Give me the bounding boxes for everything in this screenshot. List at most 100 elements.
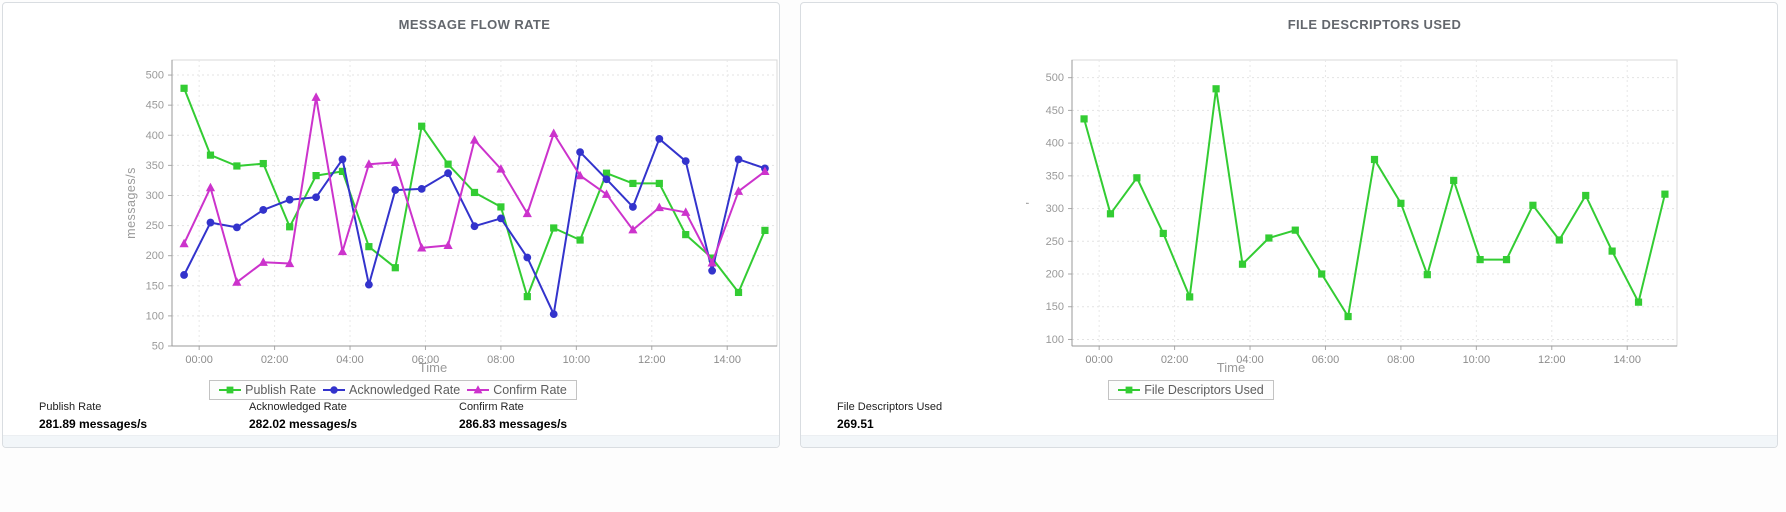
data-point-square (734, 288, 743, 297)
y-tick-label: 100 (146, 310, 164, 322)
x-tick-label: 04:00 (336, 354, 364, 366)
data-point-triangle (628, 224, 638, 234)
data-point-circle (470, 222, 479, 231)
metric-stat: Publish Rate 281.89 messages/s (39, 401, 249, 431)
y-tick-label: 450 (146, 100, 164, 112)
data-point-triangle (522, 208, 532, 218)
series-line (1083, 87, 1666, 318)
legend-item[interactable]: Acknowledged Rate (323, 383, 460, 397)
message-flow-chart-canvas[interactable]: 50 100 150 200 250 300 350 400 450 500 00:00 02:00 0… (100, 43, 790, 370)
legend-item[interactable]: File Descriptors Used (1118, 383, 1264, 397)
data-point-square (1634, 298, 1643, 306)
y-tick-label: 250 (1046, 236, 1064, 248)
y-tick-label: 300 (146, 190, 164, 202)
data-point-triangle (496, 164, 506, 173)
x-tick-label: 10:00 (563, 354, 591, 366)
legend-item[interactable]: Confirm Rate (467, 383, 567, 397)
data-point-square (1291, 226, 1299, 234)
data-point-square (1238, 260, 1247, 268)
data-point-triangle (285, 258, 295, 268)
metric-stat-value: 269.51 (837, 417, 874, 431)
data-point-circle (285, 195, 294, 204)
x-tick-label: 06:00 (412, 354, 440, 366)
data-point-triangle (258, 257, 268, 266)
chart-legend: File Descriptors Used (801, 380, 1581, 401)
data-point-square (1661, 190, 1669, 198)
data-point-square (523, 293, 531, 301)
data-point-square (1423, 271, 1431, 279)
x-tick-label: 08:00 (487, 354, 515, 366)
metric-stat-label: Acknowledged Rate (249, 401, 347, 413)
x-tick-label: 12:00 (1538, 354, 1566, 366)
y-tick-label: 300 (1046, 203, 1064, 215)
data-point-square (1582, 191, 1590, 200)
x-tick-label: 14:00 (713, 354, 741, 366)
data-point-triangle (364, 159, 374, 168)
x-tick-label: 08:00 (1387, 354, 1415, 366)
data-point-circle (681, 157, 690, 166)
message-flow-rate-panel: MESSAGE FLOW RATE 50 100 150 200 250 300 350 40… (2, 2, 780, 448)
data-point-triangle (311, 92, 321, 101)
data-point-square (180, 84, 188, 92)
data-point-circle (602, 175, 611, 184)
legend-box: Publish Rate Acknowledged Rate Confirm Rat… (209, 380, 577, 400)
data-point-square (1397, 199, 1405, 207)
data-point-circle (391, 186, 400, 194)
data-point-square (259, 159, 267, 168)
data-point-square (1212, 85, 1220, 93)
data-point-square (655, 179, 663, 188)
data-point-circle (734, 155, 743, 164)
stats-row: File Descriptors Used 269.51 (801, 401, 1777, 431)
legend-marker-icon (1118, 386, 1141, 394)
legend-label: Publish Rate (245, 383, 317, 397)
legend-item[interactable]: Publish Rate (219, 383, 316, 397)
x-tick-label: 00:00 (185, 354, 213, 366)
data-point-square (1125, 386, 1133, 394)
data-point-triangle (760, 166, 770, 175)
metric-stat-value: 282.02 messages/s (249, 417, 358, 431)
x-tick-label: 14:00 (1613, 354, 1641, 366)
data-point-triangle (337, 246, 348, 256)
data-point-square (1370, 155, 1379, 164)
data-point-square (391, 264, 399, 272)
metric-stat: Acknowledged Rate 282.02 messages/s (249, 401, 459, 431)
file-descriptors-chart-canvas[interactable]: 100 150 200 250 300 350 400 450 500 00:00 02:00 04:… (1000, 43, 1690, 370)
data-point-square (761, 226, 769, 234)
data-point-circle (444, 169, 452, 178)
data-point-square (1476, 256, 1484, 264)
data-point-triangle (205, 182, 216, 192)
data-point-square (286, 223, 294, 231)
data-point-circle (330, 386, 338, 394)
file-descriptors-panel: FILE DESCRIPTORS USED 100 150 200 250 300 350… (800, 2, 1778, 448)
data-point-triangle (473, 385, 483, 394)
plot-border (1071, 59, 1678, 347)
data-point-square (1344, 312, 1352, 321)
y-tick-label: 150 (146, 280, 164, 292)
data-point-triangle (390, 157, 400, 166)
data-point-circle (629, 203, 637, 211)
data-point-triangle (443, 240, 453, 250)
legend-label: Acknowledged Rate (349, 383, 461, 397)
data-point-circle (259, 206, 268, 214)
metric-stat: Confirm Rate 286.83 messages/s (459, 401, 669, 431)
data-point-circle (364, 280, 373, 289)
data-point-circle (232, 223, 241, 232)
data-point-circle (497, 214, 505, 223)
data-point-square (1159, 229, 1167, 238)
data-point-square (1106, 210, 1115, 218)
data-point-triangle (549, 128, 559, 138)
metric-stat: File Descriptors Used 269.51 (837, 401, 1047, 431)
data-point-triangle (733, 186, 744, 195)
data-point-triangle (707, 258, 717, 267)
data-point-square (497, 203, 505, 211)
data-point-square (602, 169, 611, 177)
x-tick-label: 02:00 (261, 354, 289, 366)
panel-footer-strip (3, 435, 779, 447)
data-point-square (1318, 270, 1326, 278)
data-point-triangle (601, 189, 612, 198)
data-point-square (550, 224, 558, 232)
y-tick-label: 200 (146, 250, 164, 262)
data-point-circle (655, 134, 664, 143)
y-tick-label: 350 (1046, 170, 1064, 182)
legend-marker-icon (467, 385, 490, 394)
